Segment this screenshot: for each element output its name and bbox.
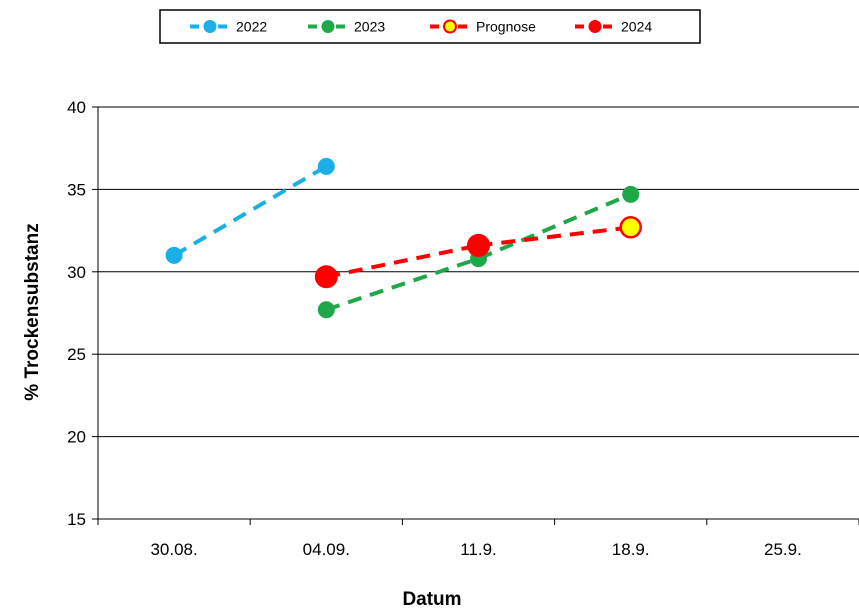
x-tick-label-0: 30.08. xyxy=(150,540,197,559)
legend-prognose-marker xyxy=(443,19,457,34)
series-2024-point-0 xyxy=(314,265,338,289)
x-tick-label-4: 25.9. xyxy=(764,540,802,559)
y-tick-label-40: 40 xyxy=(67,98,86,117)
x-tick-label-3: 18.9. xyxy=(612,540,650,559)
series-2022-line xyxy=(173,164,328,258)
series-2024-point-1 xyxy=(467,233,490,257)
x-axis-title: Datum xyxy=(402,589,461,610)
legend-2023-marker xyxy=(321,20,335,33)
y-tick-label-15: 15 xyxy=(67,510,86,529)
series-2022-point-0 xyxy=(165,246,183,264)
series-prognose-line xyxy=(478,225,631,248)
legend-2024-label: 2024 xyxy=(621,19,652,35)
legend-2024-marker xyxy=(588,20,602,33)
legend: 2022 2023 Prognose 2024 xyxy=(159,9,701,44)
legend-2022-marker xyxy=(203,20,217,33)
series-layer xyxy=(165,157,642,319)
y-tick-label-20: 20 xyxy=(67,428,86,447)
series-2023-line xyxy=(325,192,632,312)
y-tick-label-35: 35 xyxy=(67,180,86,199)
axes: 15 20 25 30 35 40 30.08. 04.09. 11.9. 18.9. 25.9. xyxy=(67,98,859,559)
y-tick-label-30: 30 xyxy=(67,263,86,282)
series-2022-point-1 xyxy=(317,157,335,175)
y-axis-title: % Trockensubstanz xyxy=(22,223,43,400)
y-tick-label-25: 25 xyxy=(67,345,86,364)
series-2023-point-2 xyxy=(622,185,640,203)
legend-2022-label: 2022 xyxy=(236,19,267,35)
series-2024-line xyxy=(325,243,479,279)
series-2023-point-0 xyxy=(317,301,335,319)
x-tick-label-2: 11.9. xyxy=(460,540,497,559)
gridlines xyxy=(98,106,859,438)
x-tick-label-1: 04.09. xyxy=(303,540,350,559)
legend-prognose-label: Prognose xyxy=(476,19,536,35)
legend-2023-label: 2023 xyxy=(354,19,385,35)
series-prognose-point-1 xyxy=(619,216,642,239)
